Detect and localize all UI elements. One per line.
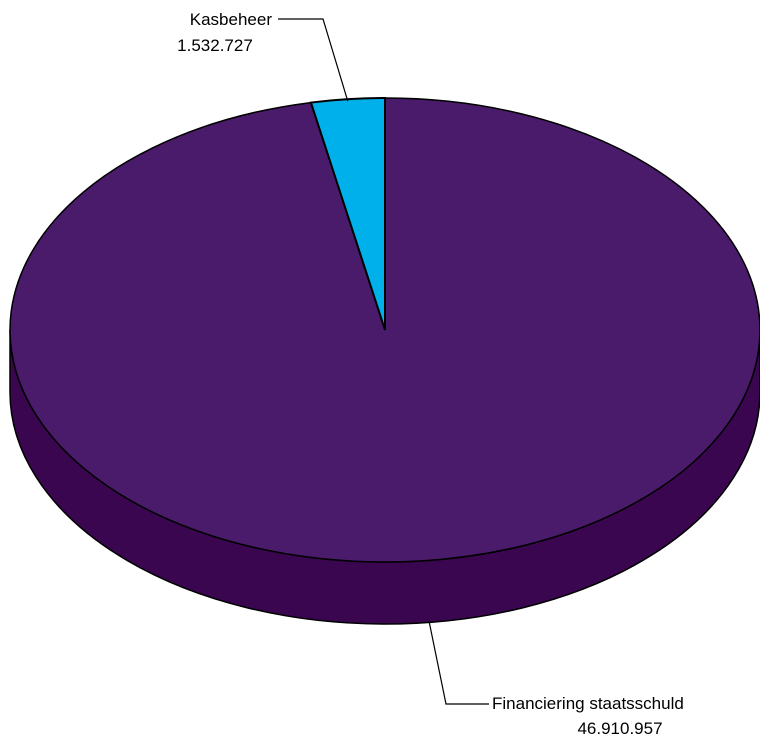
leader-line-financiering-staatsschuld [428, 620, 489, 705]
slice-label-financiering-staatsschuld: Financiering staatsschuld [492, 694, 684, 713]
slice-value-financiering-staatsschuld: 46.910.957 [577, 719, 662, 738]
leader-line-kasbeheer [278, 18, 349, 102]
slice-value-kasbeheer: 1.532.727 [177, 36, 253, 55]
slice-label-kasbeheer: Kasbeheer [190, 10, 273, 29]
